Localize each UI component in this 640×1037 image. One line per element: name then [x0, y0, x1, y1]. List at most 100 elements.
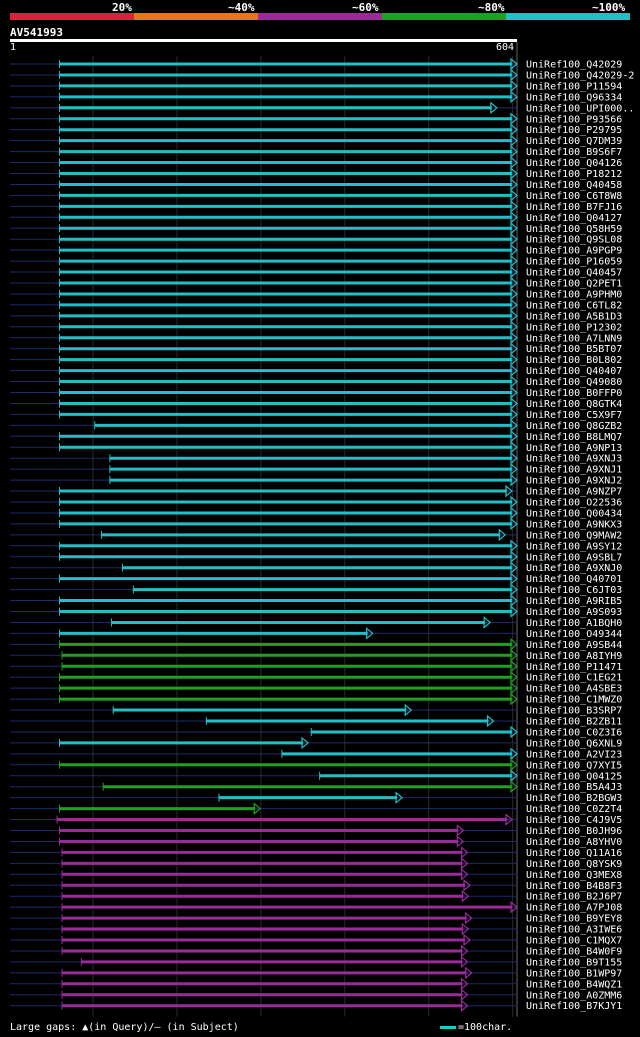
hit-label[interactable]: UniRef100_B2ZB11: [526, 717, 622, 728]
hit-label[interactable]: UniRef100_B5A4J3: [526, 782, 622, 793]
hit-label[interactable]: UniRef100_A8IYH9: [526, 651, 622, 662]
hit-row[interactable]: UniRef100_A8IYH9: [10, 649, 622, 662]
hit-label[interactable]: UniRef100_P18212: [526, 169, 622, 180]
hit-label[interactable]: UniRef100_C1MWZ0: [526, 695, 622, 706]
hit-label[interactable]: UniRef100_A4SBE3: [526, 684, 622, 695]
hit-label[interactable]: UniRef100_Q40701: [526, 574, 622, 585]
hit-row[interactable]: UniRef100_Q3MEX8: [10, 868, 622, 881]
hit-row[interactable]: UniRef100_O22536: [10, 495, 622, 509]
hit-label[interactable]: UniRef100_A0ZMM6: [526, 990, 622, 1001]
hit-row[interactable]: UniRef100_A7LNN9: [10, 331, 622, 345]
hit-label[interactable]: UniRef100_P29795: [526, 125, 622, 136]
hit-label[interactable]: UniRef100_B7FJ16: [526, 202, 622, 213]
hit-label[interactable]: UniRef100_B9S6F7: [526, 147, 622, 158]
hit-row[interactable]: UniRef100_C6TL82: [10, 298, 622, 312]
hit-label[interactable]: UniRef100_Q9MAW2: [526, 530, 622, 541]
hit-label[interactable]: UniRef100_Q04126: [526, 158, 622, 169]
hit-row[interactable]: UniRef100_A2VI23: [10, 747, 622, 761]
hit-row[interactable]: UniRef100_B0FFP0: [10, 386, 622, 400]
hit-label[interactable]: UniRef100_A9NZP7: [526, 487, 622, 498]
hit-row[interactable]: UniRef100_B1WP97: [10, 966, 622, 980]
hit-label[interactable]: UniRef100_B4B8F3: [526, 881, 622, 892]
hit-row[interactable]: UniRef100_Q00434: [10, 506, 622, 520]
hit-row[interactable]: UniRef100_Q8GZB2: [10, 419, 622, 432]
hit-label[interactable]: UniRef100_P11471: [526, 662, 622, 673]
hit-row[interactable]: UniRef100_O49344: [10, 627, 622, 640]
hit-row[interactable]: UniRef100_Q42029: [10, 57, 622, 71]
hit-row[interactable]: UniRef100_Q40701: [10, 572, 622, 586]
hit-row[interactable]: UniRef100_P93566: [10, 112, 622, 126]
hit-row[interactable]: UniRef100_Q04126: [10, 156, 622, 170]
hit-row[interactable]: UniRef100_A9PHM0: [10, 287, 622, 301]
hit-label[interactable]: UniRef100_Q11A16: [526, 848, 622, 859]
hit-label[interactable]: UniRef100_Q58H59: [526, 224, 622, 235]
hit-row[interactable]: UniRef100_Q9SL08: [10, 232, 622, 246]
hit-label[interactable]: UniRef100_P11594: [526, 81, 622, 92]
hit-label[interactable]: UniRef100_A9XNJ0: [526, 563, 622, 574]
hit-label[interactable]: UniRef100_Q42029: [526, 60, 622, 71]
hit-label[interactable]: UniRef100_A9SBL7: [526, 552, 622, 563]
hit-row[interactable]: UniRef100_C0Z2T4: [10, 802, 622, 816]
hit-row[interactable]: UniRef100_A8YHV0: [10, 835, 622, 848]
hit-label[interactable]: UniRef100_C1MQX7: [526, 936, 622, 947]
hit-label[interactable]: UniRef100_A9SY12: [526, 541, 622, 552]
hit-label[interactable]: UniRef100_A9RIB5: [526, 596, 622, 607]
hit-row[interactable]: UniRef100_A9NP13: [10, 440, 622, 454]
hit-row[interactable]: UniRef100_A9NKX3: [10, 517, 622, 531]
hit-label[interactable]: UniRef100_B8LMQ7: [526, 432, 622, 443]
hit-label[interactable]: UniRef100_A9S093: [526, 607, 622, 618]
hit-label[interactable]: UniRef100_C6T8W8: [526, 191, 622, 202]
hit-row[interactable]: UniRef100_Q6XNL9: [10, 736, 622, 750]
hit-row[interactable]: UniRef100_B4W0F9: [10, 944, 622, 958]
hit-row[interactable]: UniRef100_P12302: [10, 320, 622, 334]
hit-label[interactable]: UniRef100_C0Z3I6: [526, 727, 622, 738]
hit-label[interactable]: UniRef100_Q7XYI5: [526, 760, 622, 771]
hit-row[interactable]: UniRef100_P16059: [10, 254, 622, 268]
hit-row[interactable]: UniRef100_A9PGP9: [10, 243, 622, 257]
hit-label[interactable]: UniRef100_Q96334: [526, 92, 622, 103]
hit-row[interactable]: UniRef100_B5A4J3: [10, 780, 622, 794]
hit-row[interactable]: UniRef100_A9RIB5: [10, 594, 622, 608]
hit-label[interactable]: UniRef100_P16059: [526, 257, 622, 268]
hit-label[interactable]: UniRef100_A9XNJ3: [526, 454, 622, 465]
hit-label[interactable]: UniRef100_Q3MEX8: [526, 870, 622, 881]
hit-row[interactable]: UniRef100_A9SY12: [10, 539, 622, 553]
hit-row[interactable]: UniRef100_Q04127: [10, 211, 622, 224]
hit-row[interactable]: UniRef100_A1BQH0: [10, 616, 622, 629]
hit-label[interactable]: UniRef100_A7LNN9: [526, 333, 622, 344]
hit-row[interactable]: UniRef100_C0Z3I6: [10, 725, 622, 739]
hit-row[interactable]: UniRef100_Q9MAW2: [10, 528, 622, 542]
hit-row[interactable]: UniRef100_P29795: [10, 123, 622, 137]
hit-row[interactable]: UniRef100_Q42029-2: [10, 68, 634, 82]
hit-row[interactable]: UniRef100_A5B1D3: [10, 309, 622, 323]
hit-row[interactable]: UniRef100_A9XNJ0: [10, 561, 622, 575]
hit-label[interactable]: UniRef100_A5B1D3: [526, 311, 622, 322]
hit-label[interactable]: UniRef100_A3IWE6: [526, 925, 622, 936]
hit-label[interactable]: UniRef100_B4W0F9: [526, 946, 622, 957]
hit-label[interactable]: UniRef100_B0L802: [526, 355, 622, 366]
hit-label[interactable]: UniRef100_A7PJ08: [526, 903, 622, 914]
hit-label[interactable]: UniRef100_B9YEY8: [526, 914, 622, 925]
hit-row[interactable]: UniRef100_A9XNJ3: [10, 451, 622, 465]
hit-row[interactable]: UniRef100_Q40458: [10, 178, 622, 191]
hit-label[interactable]: UniRef100_Q42029-2: [526, 70, 634, 81]
hit-label[interactable]: UniRef100_A1BQH0: [526, 618, 622, 629]
hit-label[interactable]: UniRef100_Q40407: [526, 366, 622, 377]
hit-label[interactable]: UniRef100_B9T155: [526, 957, 622, 968]
hit-row[interactable]: UniRef100_A0ZMM6: [10, 988, 622, 1002]
hit-row[interactable]: UniRef100_C6JT03: [10, 583, 622, 597]
hit-row[interactable]: UniRef100_Q8GTK4: [10, 397, 622, 410]
hit-label[interactable]: UniRef100_Q8YSK9: [526, 859, 622, 870]
hit-label[interactable]: UniRef100_C5X9F7: [526, 410, 622, 421]
hit-row[interactable]: UniRef100_Q40407: [10, 364, 622, 378]
hit-row[interactable]: UniRef100_C1EG21: [10, 670, 622, 684]
hit-row[interactable]: UniRef100_Q8YSK9: [10, 857, 622, 870]
hit-row[interactable]: UniRef100_B2BGW3: [10, 791, 622, 805]
hit-label[interactable]: UniRef100_B0FFP0: [526, 388, 622, 399]
hit-row[interactable]: UniRef100_A9S093: [10, 605, 622, 619]
hit-row[interactable]: UniRef100_B9S6F7: [10, 145, 622, 159]
hit-label[interactable]: UniRef100_UPI000..: [526, 103, 634, 114]
hit-label[interactable]: UniRef100_C4J9V5: [526, 815, 622, 826]
hit-label[interactable]: UniRef100_P93566: [526, 114, 622, 125]
hit-row[interactable]: UniRef100_Q58H59: [10, 221, 622, 235]
